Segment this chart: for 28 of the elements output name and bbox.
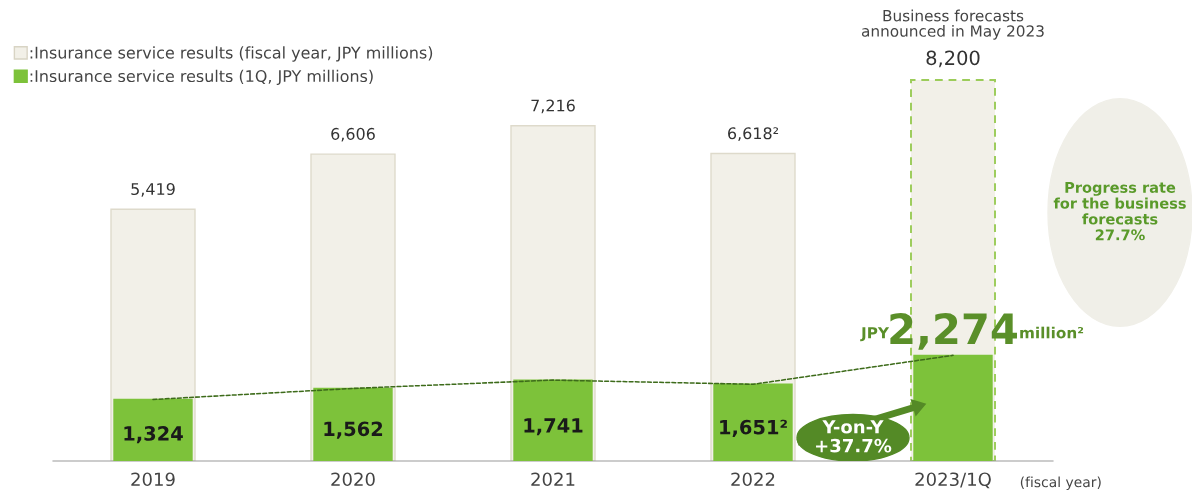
data-label: 1,651² [720,419,787,437]
legend-label: :Insurance service results (1Q, JPY millions) [30,69,373,86]
bar [113,398,193,461]
bar [513,379,593,461]
text: Business forecasts announced in May 2023 [861,9,1044,40]
x-tick-label: 2019 [131,472,175,487]
bar [313,387,393,461]
data-label: 1,562 [324,421,383,439]
data-label: 7,216 [531,99,575,114]
data-label: 6,606 [331,127,375,142]
annotation: million² [1020,326,1084,339]
x-tick-label: 2020 [331,472,375,487]
legend-label: :Insurance service results (fiscal year, JPY millions) [30,46,433,62]
data-label: 1,741 [524,418,583,436]
data-label: 1,324 [124,426,183,444]
data-label: 6,618² [728,127,779,141]
text: (fiscal year) [1020,476,1101,490]
x-tick-label: 2021 [531,472,575,487]
data-label: 2,274 [890,312,1017,350]
x-tick-label: 2023/1Q [915,472,991,489]
data-label: 5,419 [131,182,175,197]
text: Progress rate for the business forecasts 27.7% [1053,182,1186,241]
x-tick-label: 2022 [731,472,775,487]
annotation: Y-on-Y +37.7% [816,420,892,453]
annotation: JPY [860,327,890,342]
bar [713,383,793,461]
data-label: 8,200 [926,50,980,68]
bar [913,354,993,461]
